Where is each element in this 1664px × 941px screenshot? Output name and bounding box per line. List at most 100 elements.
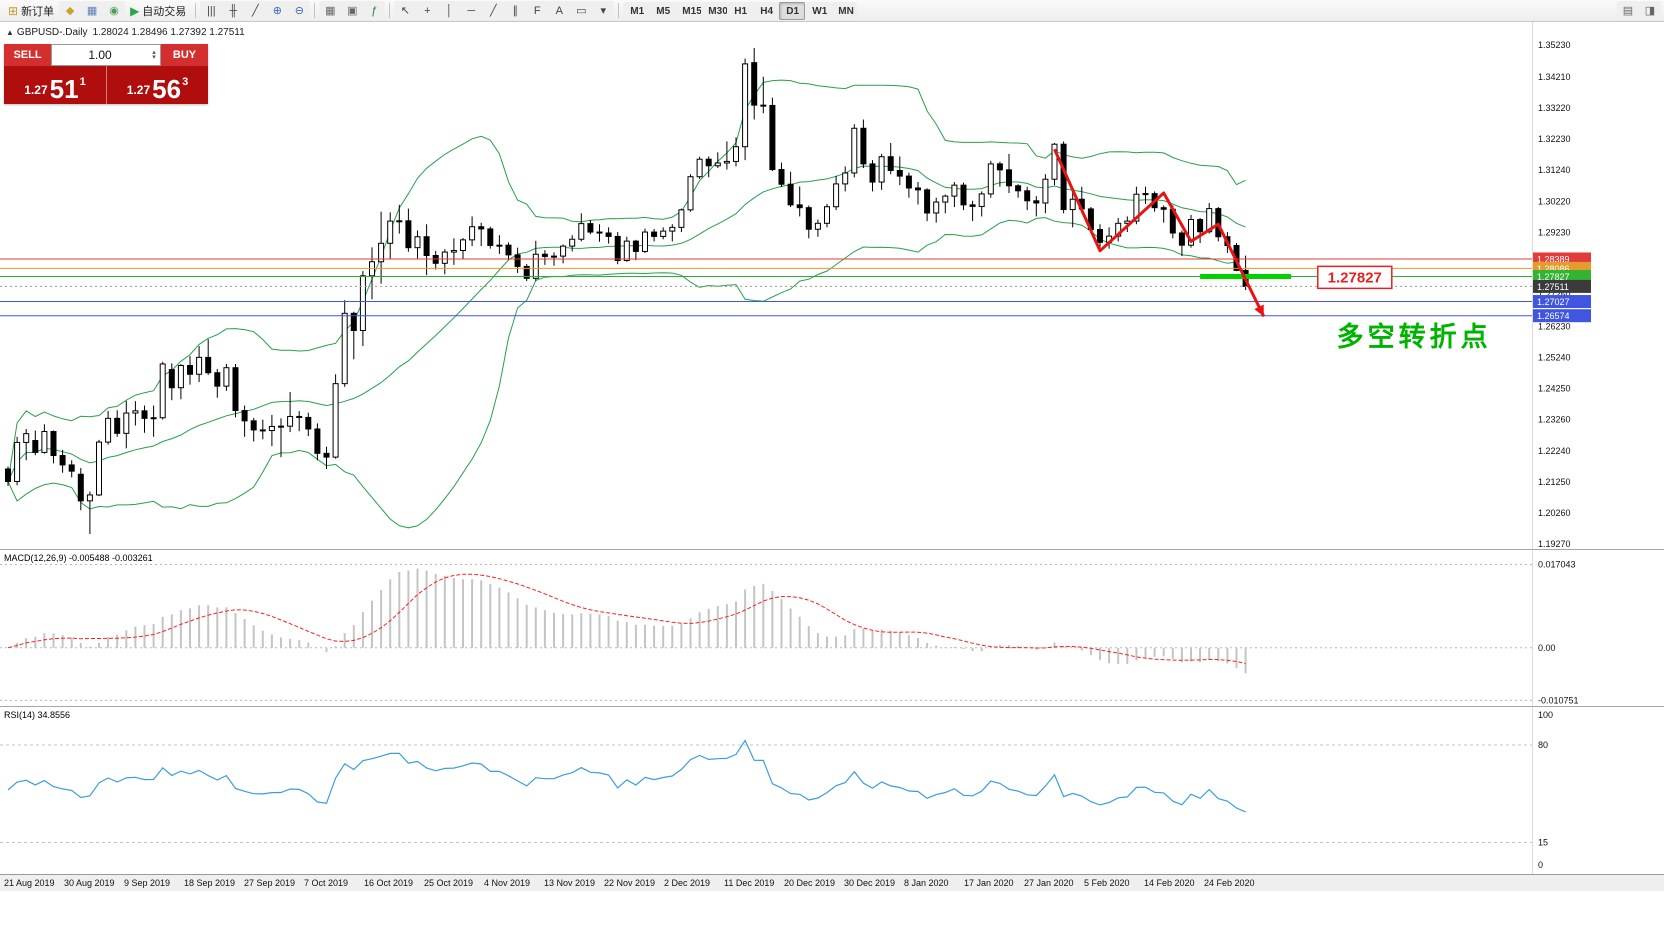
candlestick-chart-button[interactable]: ╫ — [222, 1, 245, 20]
volume-value[interactable]: 1.00 — [88, 48, 112, 62]
candle — [469, 226, 476, 241]
buy-quote[interactable]: 1.27 56 3 — [106, 66, 208, 104]
fibonacci-button[interactable]: F — [526, 1, 549, 20]
zoom-in-button[interactable]: ⊕ — [266, 1, 289, 20]
candle — [678, 209, 685, 228]
tile-windows-icon: ▦ — [325, 5, 336, 17]
candle — [323, 452, 330, 458]
timeframe-m30-button[interactable]: M30 — [701, 1, 728, 20]
date-label: 22 Nov 2019 — [604, 878, 656, 888]
candle — [905, 175, 912, 189]
price-tick-label: 1.26230 — [1538, 321, 1571, 331]
volume-spinner-arrows[interactable]: ▴ ▾ — [148, 49, 160, 61]
sell-quote[interactable]: 1.27 51 1 — [4, 66, 106, 104]
indicators-button[interactable]: ƒ — [363, 1, 386, 20]
price-tick-label: 1.35230 — [1538, 40, 1571, 50]
timeframe-m5-button[interactable]: M5 — [649, 1, 676, 20]
price-tick-label: 1.27250 — [1538, 290, 1571, 300]
price-chart[interactable]: 1.27827 多空转折点 1.35230 1.34210 1.33220 1.32230… — [0, 22, 1664, 549]
candle — [769, 104, 776, 171]
volume-stepper[interactable]: 1.00 ▴ ▾ — [51, 44, 161, 66]
vertical-line-icon: │ — [445, 4, 453, 17]
candle — [314, 428, 321, 454]
cursor-button[interactable]: ↖ — [394, 1, 417, 20]
auto-trading-icon: ▶ — [130, 3, 140, 18]
candle — [851, 127, 858, 174]
macd-pane[interactable]: 0.017043 0.00 -0.010751 — [0, 549, 1664, 706]
new-order-button[interactable]: ⊞ 新订单 — [3, 1, 59, 20]
shapes-dropdown-button[interactable]: ▾ — [592, 1, 615, 20]
crosshair-button[interactable]: + — [416, 1, 439, 20]
candle — [660, 230, 667, 237]
cn-note-text[interactable]: 多空转折点 — [1337, 321, 1492, 352]
rsi-pane[interactable]: 100 80 15 0 — [0, 706, 1664, 874]
candle — [359, 275, 366, 332]
spinner-down-icon[interactable]: ▾ — [152, 54, 156, 61]
timeframe-m1-button[interactable]: M1 — [623, 1, 650, 20]
candle — [560, 245, 567, 257]
tile-windows-button[interactable]: ▦ — [319, 1, 342, 20]
candle — [1069, 198, 1076, 211]
candle — [614, 235, 621, 261]
candle — [168, 369, 175, 389]
macd-axis-label: 0.00 — [1538, 643, 1556, 653]
price-tag-text: 1.28086 — [1537, 264, 1570, 274]
candle — [896, 169, 903, 177]
cascade-windows-button[interactable]: ▣ — [341, 1, 364, 20]
candlestick-series — [5, 47, 1249, 534]
trend-arrowhead-icon — [1254, 304, 1264, 317]
candle — [714, 162, 721, 167]
time-axis[interactable]: 21 Aug 2019 30 Aug 2019 9 Sep 2019 18 Sep 2… — [0, 874, 1664, 891]
toolbar: ⊞ 新订单 ◆ ▦ ◉ ▶ 自动交易 ||| ╫ ╱ ⊕ ⊖ ▦ ▣ ƒ ↖ + │ ─ ╱ ∥ F A ▭ ▾ M1 M5 M15 M… — [0, 0, 1664, 22]
timeframe-h1-button[interactable]: H1 — [727, 1, 754, 20]
text-icon: A — [555, 4, 563, 17]
macd-signal-line — [7, 573, 1246, 664]
auto-trading-button[interactable]: ▶ 自动交易 — [125, 1, 191, 20]
timeframe-h4-button[interactable]: H4 — [753, 1, 780, 20]
horizontal-line-button[interactable]: ─ — [460, 1, 483, 20]
data-window-button[interactable]: ▦ — [81, 1, 104, 20]
candle — [86, 494, 93, 502]
sell-button[interactable]: SELL — [4, 44, 51, 66]
collapse-panel-icon[interactable]: ▲ — [6, 28, 14, 37]
candle — [742, 63, 749, 148]
price-callout-box[interactable] — [1317, 265, 1393, 290]
date-label: 30 Dec 2019 — [844, 878, 896, 888]
candle — [532, 253, 539, 279]
price-tick-label: 1.34210 — [1538, 72, 1571, 82]
spinner-up-icon[interactable]: ▴ — [152, 49, 156, 56]
candle — [114, 417, 121, 434]
timeframe-mn-button[interactable]: MN — [831, 1, 858, 20]
auto-scroll-button[interactable]: ◨ — [1639, 1, 1661, 20]
channel-button[interactable]: ∥ — [504, 1, 527, 20]
zoom-out-button[interactable]: ⊖ — [288, 1, 311, 20]
candle — [305, 416, 312, 430]
line-chart-button[interactable]: ╱ — [244, 1, 267, 20]
timeframe-m15-button[interactable]: M15 — [675, 1, 702, 20]
navigator-button[interactable]: ◉ — [103, 1, 126, 20]
buy-button[interactable]: BUY — [161, 44, 208, 66]
symbol-period-label: GBPUSD-.Daily — [16, 27, 88, 38]
new-order-button-label: 新订单 — [21, 5, 55, 18]
vertical-line-button[interactable]: │ — [438, 1, 461, 20]
trendline-button[interactable]: ╱ — [482, 1, 505, 20]
rsi-axis-label: 0 — [1538, 860, 1543, 870]
toolbar-separator — [618, 3, 620, 18]
timeframe-d1-button[interactable]: D1 — [779, 1, 806, 20]
trend-arrow-line[interactable] — [1053, 148, 1266, 318]
candle — [32, 440, 39, 453]
sell-price-prefix: 1.27 — [24, 83, 48, 97]
chart-shift-button[interactable]: ▤ — [1617, 1, 1639, 20]
candle — [632, 240, 639, 252]
candle — [1097, 229, 1103, 243]
candle — [205, 356, 212, 374]
arrow-label-icon: ▭ — [576, 5, 587, 17]
candle — [878, 156, 885, 183]
price-tick-label: 1.21250 — [1538, 477, 1571, 487]
arrow-label-button[interactable]: ▭ — [570, 1, 593, 20]
bar-chart-button[interactable]: ||| — [200, 1, 223, 20]
text-button[interactable]: A — [548, 1, 571, 20]
market-watch-icon: ◆ — [65, 5, 75, 17]
timeframe-w1-button[interactable]: W1 — [805, 1, 832, 20]
market-watch-button[interactable]: ◆ — [59, 1, 82, 20]
